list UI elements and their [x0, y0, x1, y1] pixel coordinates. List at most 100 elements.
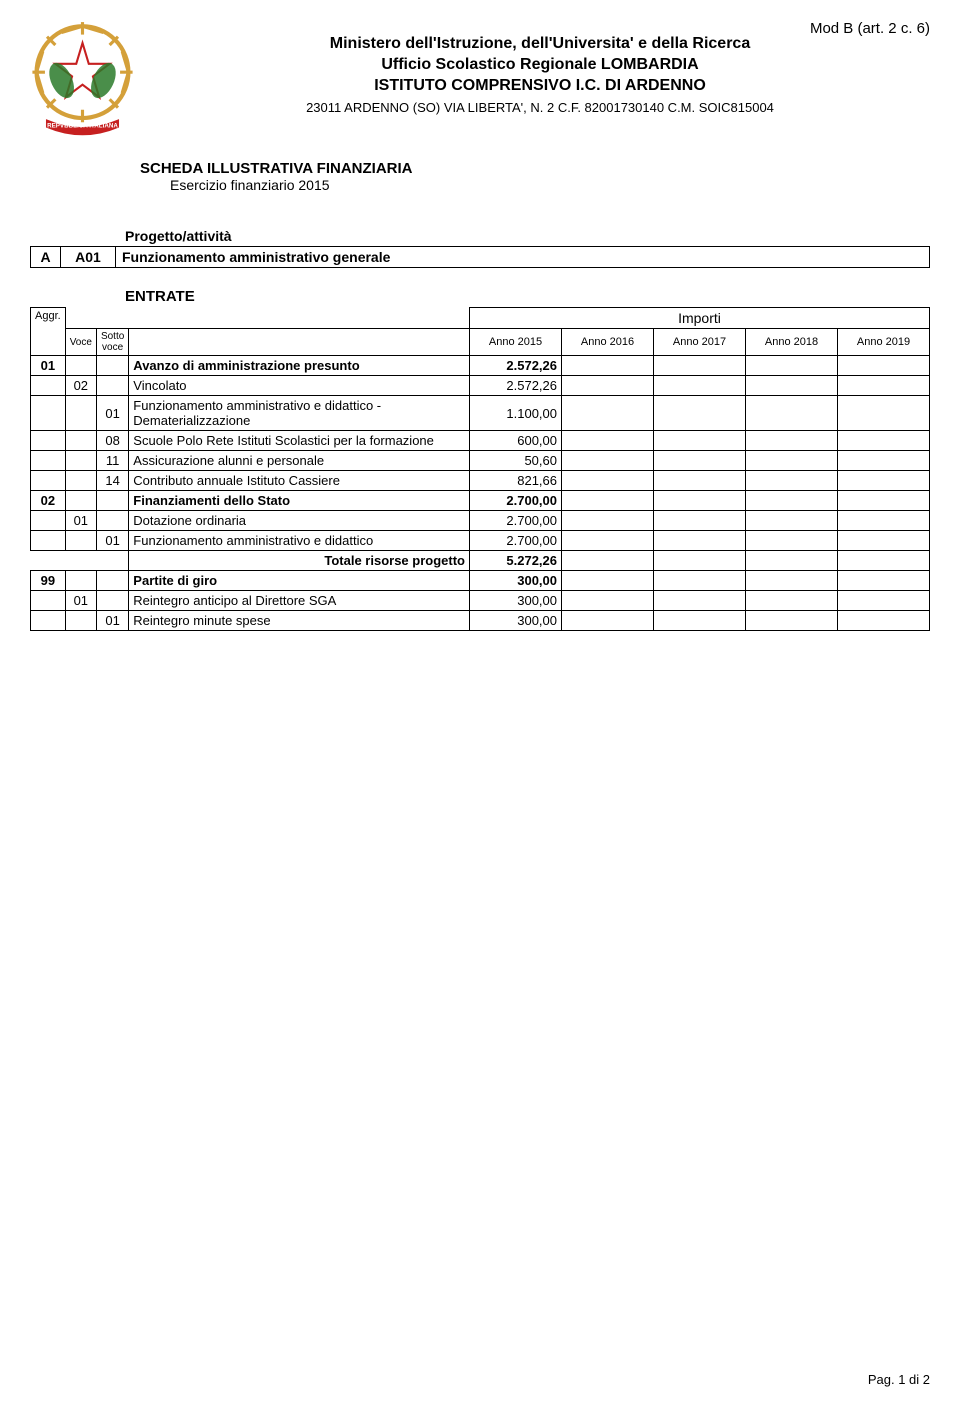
cell-2019: [838, 491, 930, 511]
cell-sotto: 08: [96, 431, 128, 451]
cell-2018: [746, 396, 838, 431]
cell-sotto: [96, 571, 128, 591]
header-anno2015: Anno 2015: [470, 329, 562, 356]
cell-sotto: 01: [96, 396, 128, 431]
cell-2018: [746, 451, 838, 471]
document-header: REPVBBLICA ITALIANA Ministero dell'Istru…: [30, 20, 930, 140]
cell-desc: Assicurazione alunni e personale: [129, 451, 470, 471]
cell-sotto: 11: [96, 451, 128, 471]
cell-2019: [838, 591, 930, 611]
address-line: 23011 ARDENNO (SO) VIA LIBERTA', N. 2 C.…: [150, 100, 930, 115]
cell-2019: [838, 451, 930, 471]
cell-sotto: [96, 491, 128, 511]
cell-2018: [746, 376, 838, 396]
cell-2015: 300,00: [470, 571, 562, 591]
cell-2018: [746, 491, 838, 511]
cell-2016: [562, 376, 654, 396]
cell-2016: [562, 471, 654, 491]
cell-2018: [746, 356, 838, 376]
cell-2015: 600,00: [470, 431, 562, 451]
cell-2016: [562, 531, 654, 551]
cell-2015: 2.572,26: [470, 376, 562, 396]
cell-2018: [746, 431, 838, 451]
cell-voce: [65, 471, 96, 491]
cell-aggr: [31, 376, 66, 396]
cell-2017: [654, 591, 746, 611]
cell-2017: [654, 376, 746, 396]
institute-line: ISTITUTO COMPRENSIVO I.C. DI ARDENNO: [150, 77, 930, 95]
header-aggr: Aggr.: [31, 308, 66, 356]
cell-2015: 1.100,00: [470, 396, 562, 431]
cell-desc: Scuole Polo Rete Istituti Scolastici per…: [129, 431, 470, 451]
cell-voce: [65, 571, 96, 591]
cell-2015: 2.700,00: [470, 491, 562, 511]
cell-2017: [654, 356, 746, 376]
cell-voce: 01: [65, 511, 96, 531]
cell-2017: [654, 571, 746, 591]
progetto-desc: Funzionamento amministrativo generale: [116, 247, 930, 268]
cell-2018: [746, 511, 838, 531]
cell-2018: [746, 471, 838, 491]
mod-reference: Mod B (art. 2 c. 6): [810, 20, 930, 37]
totale-label: Totale risorse progetto: [129, 551, 470, 571]
scheda-title-block: SCHEDA ILLUSTRATIVA FINANZIARIA Esercizi…: [140, 160, 930, 193]
header-anno2018: Anno 2018: [746, 329, 838, 356]
header-anno2017: Anno 2017: [654, 329, 746, 356]
cell-2019: [838, 376, 930, 396]
cell-sotto: [96, 356, 128, 376]
cell-desc: Reintegro anticipo al Direttore SGA: [129, 591, 470, 611]
cell-2016: [562, 591, 654, 611]
cell-sotto: [96, 511, 128, 531]
cell-voce: 01: [65, 591, 96, 611]
cell-2016: [562, 571, 654, 591]
entrate-label: ENTRATE: [125, 288, 930, 305]
cell-2016: [562, 356, 654, 376]
cell-aggr: [31, 611, 66, 631]
cell-2016: [562, 451, 654, 471]
cell-aggr: [31, 471, 66, 491]
cell-2019: [838, 531, 930, 551]
cell-2015: 300,00: [470, 611, 562, 631]
cell-voce: [65, 531, 96, 551]
cell-sotto: 01: [96, 531, 128, 551]
cell-voce: [65, 491, 96, 511]
ministry-line: Ministero dell'Istruzione, dell'Universi…: [150, 35, 930, 53]
cell-desc: Partite di giro: [129, 571, 470, 591]
cell-aggr: 01: [31, 356, 66, 376]
cell-desc: Funzionamento amministrativo e didattico: [129, 531, 470, 551]
cell-2017: [654, 491, 746, 511]
header-importi: Importi: [470, 308, 930, 329]
cell-2019: [838, 396, 930, 431]
cell-2018: [746, 611, 838, 631]
svg-text:REPVBBLICA ITALIANA: REPVBBLICA ITALIANA: [47, 122, 118, 129]
progetto-label: Progetto/attività: [125, 228, 930, 244]
cell-sotto: [96, 376, 128, 396]
cell-2016: [562, 431, 654, 451]
cell-sotto: 01: [96, 611, 128, 631]
cell-2017: [654, 531, 746, 551]
cell-2018: [746, 531, 838, 551]
cell-aggr: [31, 396, 66, 431]
cell-2017: [654, 611, 746, 631]
italian-emblem-icon: REPVBBLICA ITALIANA: [30, 20, 135, 140]
cell-2016: [562, 611, 654, 631]
cell-desc: Vincolato: [129, 376, 470, 396]
header-anno2019: Anno 2019: [838, 329, 930, 356]
cell-voce: [65, 356, 96, 376]
cell-aggr: [31, 591, 66, 611]
cell-desc: Avanzo di amministrazione presunto: [129, 356, 470, 376]
cell-desc: Finanziamenti dello Stato: [129, 491, 470, 511]
cell-2016: [562, 511, 654, 531]
cell-sotto: [96, 591, 128, 611]
cell-2018: [746, 591, 838, 611]
cell-voce: [65, 396, 96, 431]
cell-2017: [654, 511, 746, 531]
cell-voce: [65, 451, 96, 471]
cell-voce: [65, 431, 96, 451]
cell-2019: [838, 356, 930, 376]
cell-aggr: [31, 511, 66, 531]
cell-aggr: 02: [31, 491, 66, 511]
totale-2015: 5.272,26: [470, 551, 562, 571]
cell-desc: Funzionamento amministrativo e didattico…: [129, 396, 470, 431]
cell-2019: [838, 571, 930, 591]
